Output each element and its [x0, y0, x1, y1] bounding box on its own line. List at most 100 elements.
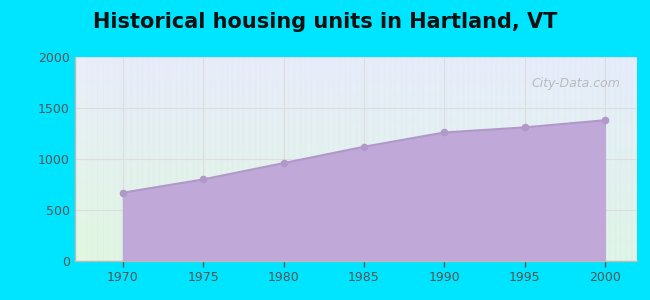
Bar [469, 57, 474, 261]
Bar [75, 149, 637, 151]
Bar [75, 161, 637, 163]
Bar [581, 57, 586, 261]
Bar [75, 133, 637, 134]
Bar [75, 175, 637, 177]
Bar [75, 108, 637, 110]
Bar [333, 57, 339, 261]
Bar [75, 65, 637, 67]
Bar [75, 236, 637, 238]
Bar [148, 57, 153, 261]
Bar [435, 57, 440, 261]
Bar [75, 96, 637, 98]
Bar [631, 57, 637, 261]
Bar [552, 57, 558, 261]
Bar [75, 169, 637, 171]
Bar [75, 259, 637, 261]
Bar [514, 57, 519, 261]
Bar [75, 124, 637, 126]
Bar [75, 98, 637, 100]
Bar [232, 57, 238, 261]
Bar [75, 208, 637, 210]
Bar [181, 57, 187, 261]
Bar [75, 143, 637, 145]
Bar [75, 251, 637, 253]
Bar [350, 57, 356, 261]
Bar [75, 118, 637, 120]
Text: Historical housing units in Hartland, VT: Historical housing units in Hartland, VT [93, 12, 557, 32]
Bar [227, 57, 232, 261]
Bar [75, 122, 637, 124]
Bar [389, 57, 395, 261]
Bar [289, 57, 294, 261]
Bar [75, 206, 637, 208]
Bar [120, 57, 125, 261]
Bar [255, 57, 260, 261]
Bar [75, 90, 637, 92]
Bar [575, 57, 581, 261]
Bar [75, 232, 637, 235]
Bar [75, 145, 637, 147]
Bar [311, 57, 317, 261]
Bar [75, 188, 637, 190]
Bar [75, 238, 637, 241]
Bar [75, 190, 637, 192]
Bar [164, 57, 170, 261]
Bar [418, 57, 423, 261]
Bar [564, 57, 569, 261]
Bar [75, 92, 637, 94]
Bar [75, 77, 637, 80]
Bar [75, 210, 637, 212]
Bar [131, 57, 136, 261]
Bar [75, 82, 637, 83]
Bar [109, 57, 114, 261]
Bar [536, 57, 541, 261]
Bar [204, 57, 210, 261]
Bar [75, 88, 637, 90]
Bar [103, 57, 109, 261]
Bar [75, 100, 637, 102]
Bar [75, 126, 637, 128]
Bar [75, 241, 637, 243]
Bar [75, 114, 637, 116]
Bar [294, 57, 300, 261]
Bar [75, 136, 637, 139]
Bar [423, 57, 429, 261]
Bar [75, 235, 637, 236]
Bar [142, 57, 148, 261]
Bar [75, 61, 637, 63]
Bar [86, 57, 92, 261]
Bar [395, 57, 401, 261]
Bar [620, 57, 626, 261]
Bar [412, 57, 418, 261]
Bar [272, 57, 277, 261]
Bar [328, 57, 333, 261]
Bar [75, 200, 637, 202]
Bar [75, 83, 637, 85]
Bar [75, 226, 637, 228]
Bar [75, 75, 637, 77]
Bar [198, 57, 204, 261]
Bar [249, 57, 255, 261]
Bar [125, 57, 131, 261]
Bar [75, 218, 637, 220]
Bar [519, 57, 525, 261]
Bar [384, 57, 389, 261]
Bar [452, 57, 457, 261]
Bar [525, 57, 530, 261]
Bar [75, 159, 637, 161]
Bar [541, 57, 547, 261]
Bar [75, 106, 637, 108]
Bar [75, 104, 637, 106]
Bar [75, 128, 637, 130]
Bar [75, 151, 637, 153]
Bar [597, 57, 603, 261]
Bar [176, 57, 181, 261]
Bar [75, 204, 637, 206]
Bar [75, 220, 637, 222]
Bar [614, 57, 620, 261]
Bar [75, 141, 637, 143]
Bar [586, 57, 592, 261]
Bar [75, 185, 637, 188]
Bar [378, 57, 384, 261]
Bar [75, 57, 637, 59]
